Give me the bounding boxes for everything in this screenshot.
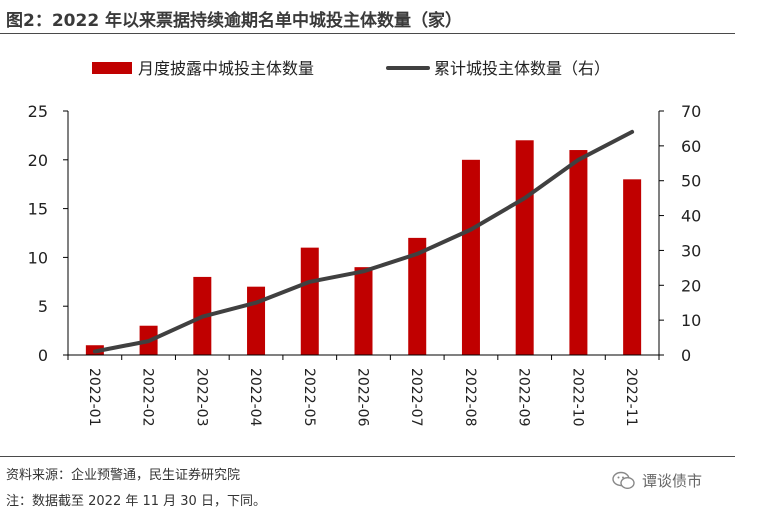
chart: 月度披露中城投主体数量 累计城投主体数量（右） 0 5 10 15 20 25 0 10 20 3…	[28, 59, 702, 427]
x-tick-label: 2022-04	[247, 368, 263, 427]
x-tick-label: 2022-07	[408, 368, 424, 427]
right-tick-label: 20	[681, 276, 701, 295]
x-axis: 2022-01 2022-02 2022-03 2022-04 2022-05 2022-…	[67, 354, 660, 427]
footer-divider	[0, 456, 735, 457]
left-tick-label: 0	[38, 346, 48, 365]
cumulative-line	[92, 129, 635, 354]
x-tick-label: 2022-03	[193, 368, 209, 427]
bar-2022-05	[300, 247, 319, 355]
x-tick-label: 2022-06	[355, 368, 371, 427]
bar-series	[85, 140, 642, 355]
bar-2022-06	[354, 267, 373, 355]
x-tick-label: 2022-01	[86, 368, 102, 427]
right-tick-label: 50	[681, 172, 701, 191]
legend: 月度披露中城投主体数量 累计城投主体数量（右）	[92, 59, 610, 78]
source-note: 资料来源：企业预警通，民生证券研究院	[6, 468, 241, 483]
left-tick-label: 10	[28, 248, 48, 267]
right-tick-label: 30	[681, 241, 701, 260]
right-tick-label: 10	[681, 311, 701, 330]
x-tick-label: 2022-09	[516, 368, 532, 427]
right-tick-label: 60	[681, 137, 701, 156]
legend-bar-swatch	[92, 62, 132, 74]
line-series	[92, 129, 635, 354]
bar-2022-10	[569, 150, 588, 355]
x-tick-label: 2022-02	[140, 368, 156, 427]
left-tick-label: 25	[28, 102, 48, 121]
right-tick-label: 70	[681, 102, 701, 121]
left-tick-label: 5	[38, 297, 48, 316]
right-tick-label: 40	[681, 207, 701, 226]
legend-line-label: 累计城投主体数量（右）	[434, 59, 610, 78]
watermark: 谭谈债市	[612, 470, 702, 491]
x-tick-label: 2022-10	[569, 368, 585, 427]
x-tick-label: 2022-05	[301, 368, 317, 427]
watermark-name: 谭谈债市	[642, 472, 703, 490]
footnote: 注：数据截至 2022 年 11 月 30 日，下同。	[6, 494, 266, 509]
chart-title: 图2：2022 年以来票据持续逾期名单中城投主体数量（家）	[6, 11, 463, 31]
bar-2022-09	[515, 140, 534, 355]
left-tick-label: 15	[28, 200, 48, 219]
bar-2022-04	[247, 286, 266, 355]
right-y-axis: 0 10 20 30 40 50 60 70	[658, 102, 701, 365]
title-divider	[0, 33, 735, 34]
x-tick-label: 2022-11	[623, 368, 639, 427]
left-tick-label: 20	[28, 151, 48, 170]
x-tick-label: 2022-08	[462, 368, 478, 427]
legend-bar-label: 月度披露中城投主体数量	[138, 59, 314, 78]
right-tick-label: 0	[681, 346, 691, 365]
left-y-axis: 0 5 10 15 20 25	[28, 102, 69, 365]
bar-2022-07	[408, 237, 427, 355]
bar-2022-11	[623, 179, 642, 355]
wechat-icon	[612, 471, 635, 489]
bar-2022-08	[461, 159, 480, 355]
